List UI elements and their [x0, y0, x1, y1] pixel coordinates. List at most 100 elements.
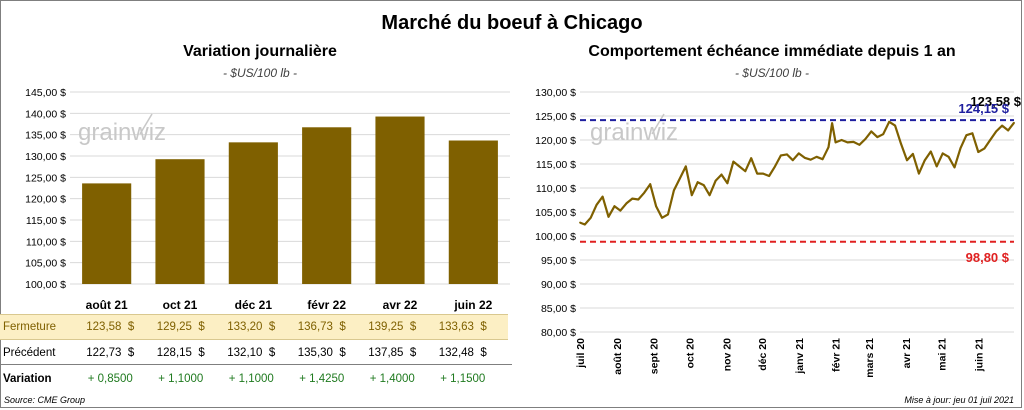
x-tick-label: juil 20 — [575, 338, 587, 369]
table-cell: + 1,1000 — [158, 373, 204, 385]
data-point — [673, 189, 675, 192]
source-note: Source: CME Group — [4, 395, 86, 405]
y-tick-label: 130,00 $ — [25, 151, 66, 163]
x-tick-label: déc 21 — [235, 298, 273, 312]
data-point — [613, 205, 616, 208]
x-tick-label: avr 21 — [901, 338, 913, 369]
data-point — [923, 159, 926, 162]
watermark-stroke — [139, 113, 153, 135]
data-point — [870, 130, 873, 133]
data-point — [768, 175, 770, 177]
line-chart-reference-lines — [580, 119, 1014, 243]
line-chart-watermark: grainwiz — [590, 113, 678, 146]
y-tick-label: 135,00 $ — [25, 130, 66, 142]
row-label: Précédent — [3, 347, 56, 359]
y-tick-label: 100,00 $ — [535, 231, 576, 243]
data-point — [732, 160, 735, 163]
data-point — [888, 120, 891, 123]
data-point — [720, 173, 723, 176]
bar — [228, 142, 278, 284]
data-point — [678, 177, 681, 180]
y-tick-label: 95,00 $ — [541, 255, 576, 267]
data-point — [827, 146, 830, 149]
y-tick-label: 100,00 $ — [25, 279, 66, 291]
data-point — [1007, 129, 1009, 132]
data-point — [929, 150, 932, 153]
table-cell: 133,63 $ — [438, 321, 487, 333]
data-point — [912, 153, 914, 155]
bar — [82, 183, 132, 284]
table-cell: + 1,4250 — [299, 373, 345, 385]
bar — [375, 116, 425, 285]
y-tick-label: 80,00 $ — [541, 327, 576, 339]
table-cell: 123,58 $ — [86, 321, 135, 333]
data-point — [953, 166, 956, 169]
data-point — [625, 202, 628, 205]
data-point — [983, 147, 986, 150]
data-point — [941, 152, 944, 155]
data-point — [637, 198, 640, 201]
line-chart: grainwiz 80,00 $ 85,00 $ 90,00 $ 95,00 $ 100… — [535, 87, 1022, 378]
x-tick-label: janv 21 — [794, 338, 806, 375]
data-point — [995, 130, 998, 133]
data-point — [989, 139, 992, 141]
data-point — [917, 172, 920, 175]
data-point — [595, 203, 598, 206]
x-tick-label: août 21 — [86, 298, 128, 312]
data-point — [840, 139, 843, 141]
data-point — [750, 157, 753, 160]
data-point — [726, 182, 729, 185]
bar-chart-x-axis: août 21 oct 21 déc 21 févr 22 avr 22 juin 22 — [86, 298, 493, 312]
watermark-text: grainwiz — [78, 119, 166, 146]
data-point — [655, 205, 657, 208]
table-cell: 133,20 $ — [227, 321, 276, 333]
x-tick-label: avr 22 — [383, 298, 418, 312]
watermark-stroke — [651, 113, 665, 135]
data-point — [589, 216, 592, 219]
bar-chart-watermark: grainwiz — [78, 113, 166, 146]
data-point — [815, 155, 818, 158]
data-point — [696, 181, 699, 184]
bar-chart-y-axis: 100,00 $ 105,00 $ 110,00 $ 115,00 $ 120,00 $… — [25, 87, 66, 291]
x-tick-label: févr 21 — [831, 338, 843, 372]
table-cell: + 1,4000 — [369, 373, 415, 385]
table-cell: 129,25 $ — [156, 321, 205, 333]
table-cell: + 1,1500 — [440, 373, 486, 385]
data-point — [744, 170, 747, 173]
bar-chart: grainwiz 100,00 $ 105,00 $ 110,00 $ 115,00 … — [25, 87, 510, 312]
data-point — [791, 159, 794, 162]
line-chart-grid — [580, 91, 1014, 333]
data-point — [864, 138, 867, 140]
x-tick-label: mars 21 — [864, 338, 876, 378]
table-cell: 122,73 $ — [86, 347, 135, 359]
data-point — [935, 165, 938, 168]
table-cell: 139,25 $ — [368, 321, 417, 333]
y-tick-label: 125,00 $ — [535, 111, 576, 123]
line-chart-y-axis: 80,00 $ 85,00 $ 90,00 $ 95,00 $ 100,00 $ 105,… — [535, 87, 576, 339]
data-point — [906, 159, 908, 162]
x-tick-label: déc 20 — [757, 338, 769, 371]
data-point — [774, 165, 776, 168]
data-point — [965, 134, 968, 137]
bar — [155, 159, 205, 284]
data-point — [852, 141, 855, 143]
bar — [302, 127, 352, 284]
data-point — [947, 155, 950, 158]
data-point — [858, 143, 861, 146]
table-cell: 128,15 $ — [156, 347, 205, 359]
data-point — [977, 151, 980, 153]
data-point — [959, 147, 962, 150]
data-point — [834, 141, 837, 144]
data-point — [756, 172, 759, 175]
watermark-text: grainwiz — [590, 119, 678, 146]
data-point — [894, 124, 896, 127]
left-chart-title: Variation journalière — [183, 43, 337, 60]
y-tick-label: 120,00 $ — [535, 135, 576, 147]
y-tick-label: 140,00 $ — [25, 108, 66, 120]
y-tick-label: 120,00 $ — [25, 194, 66, 206]
data-point — [643, 191, 646, 194]
left-chart-subtitle: - $US/100 lb - — [222, 66, 298, 80]
data-point — [785, 153, 788, 156]
main-title: Marché du boeuf à Chicago — [381, 12, 643, 34]
data-point — [583, 223, 586, 226]
